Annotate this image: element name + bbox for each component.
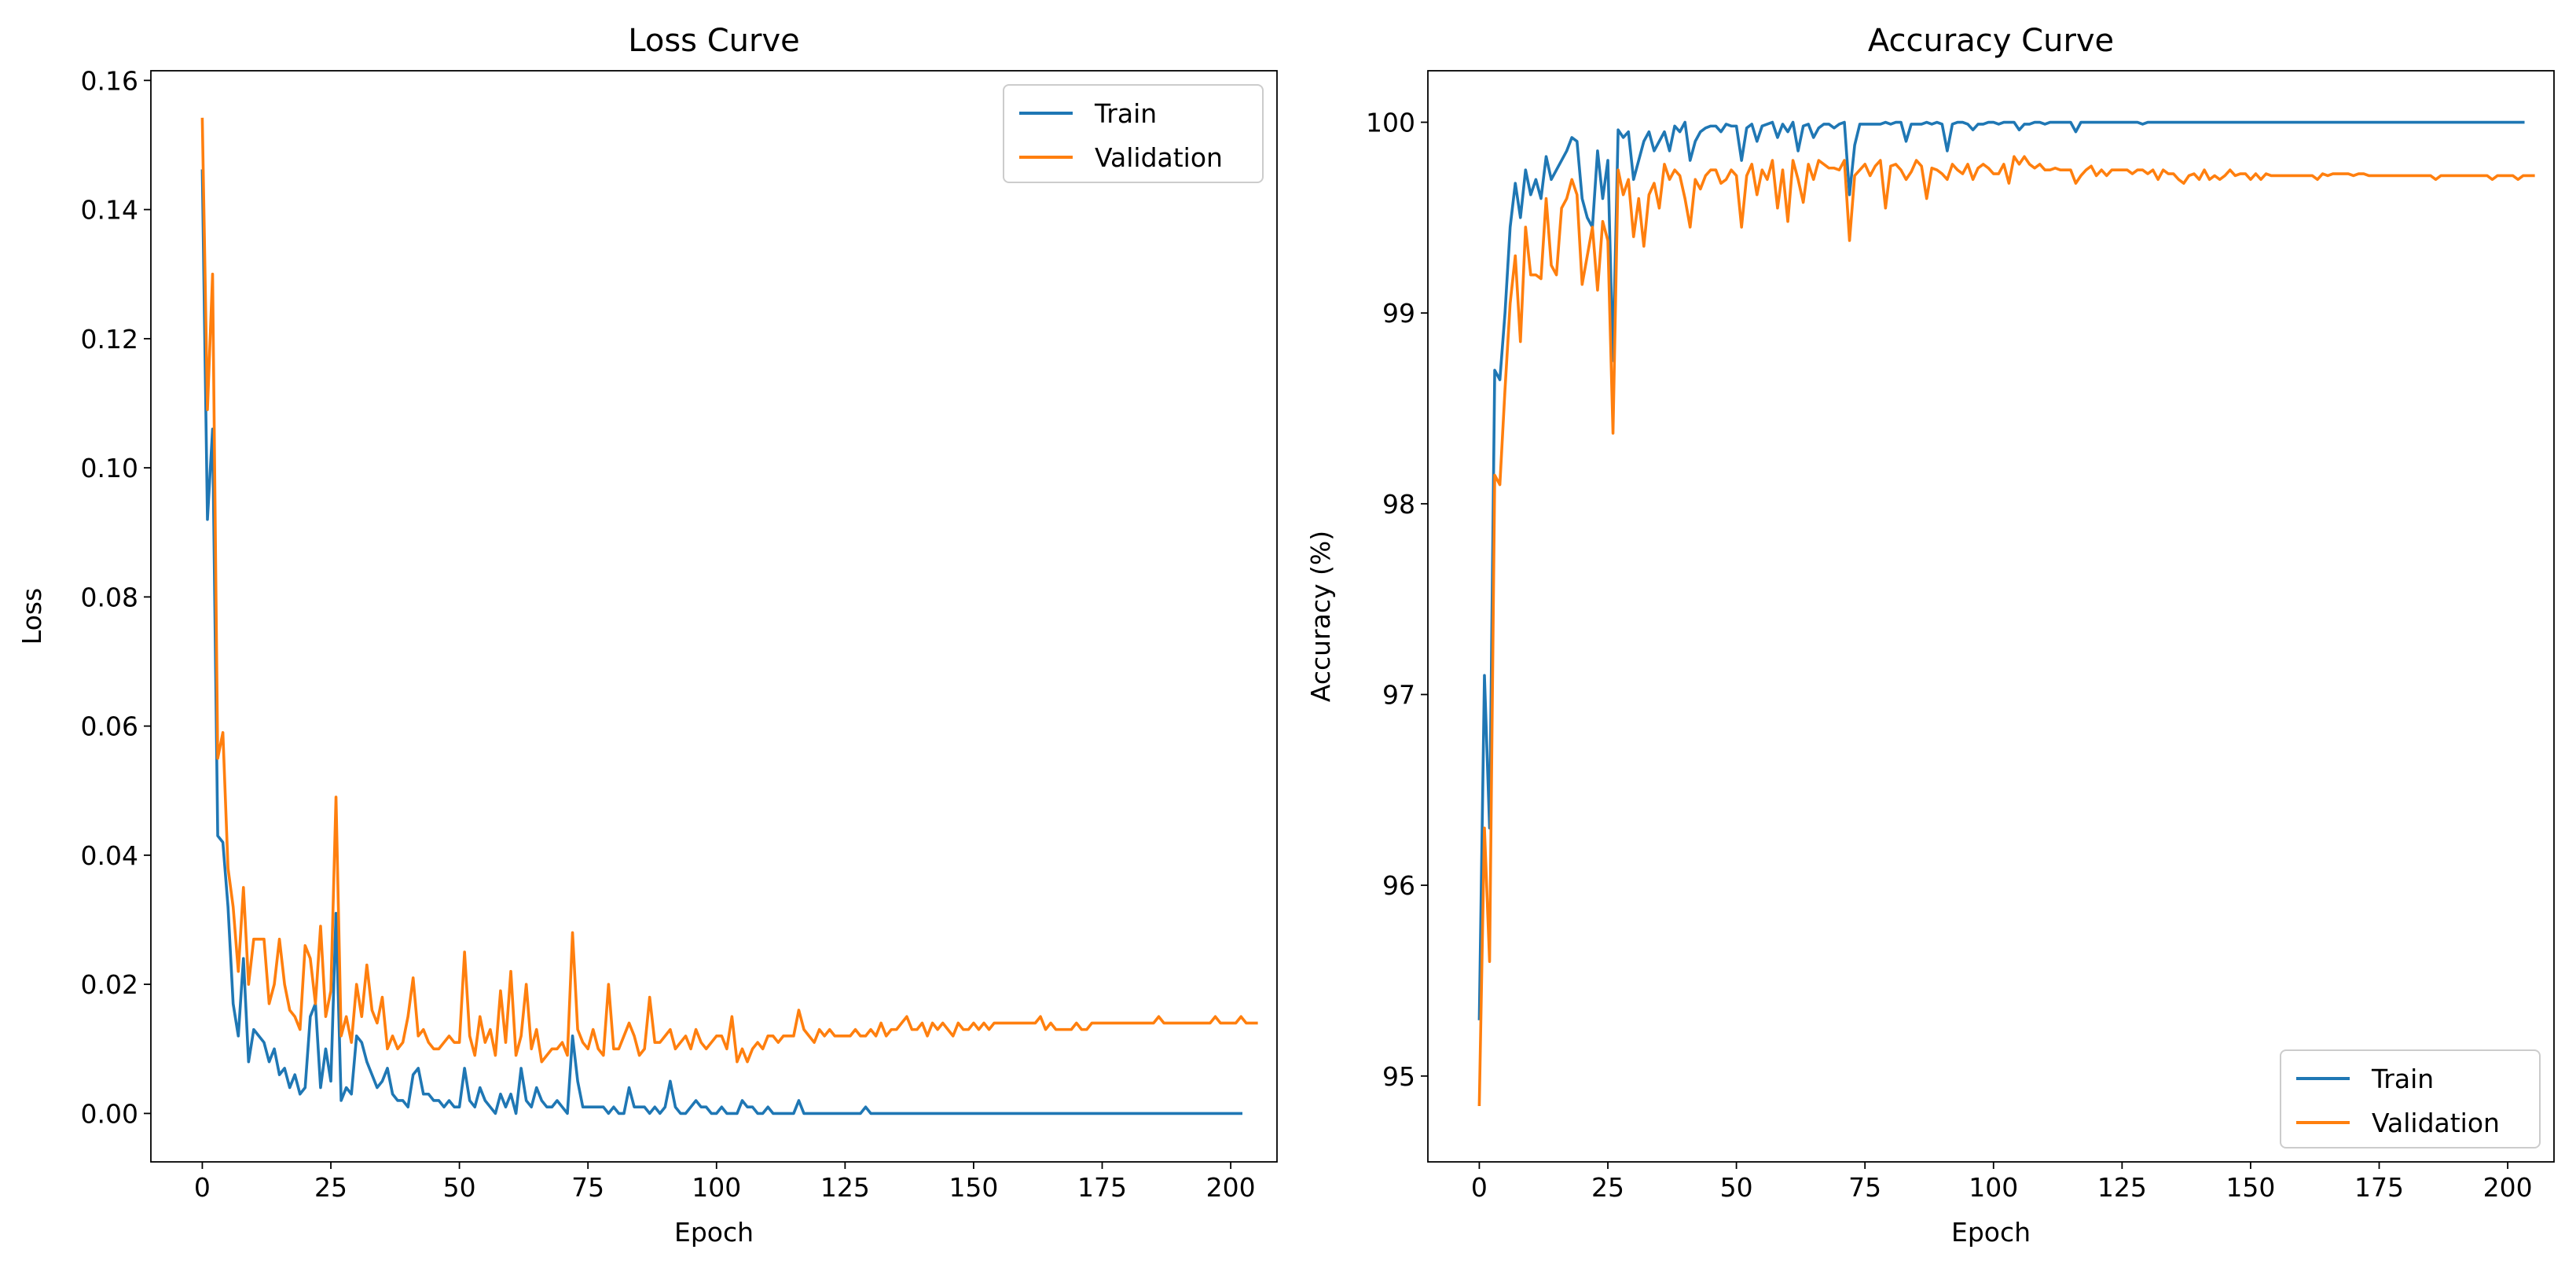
- y-tick-label: 96: [1382, 870, 1415, 901]
- y-tick-label: 0.14: [81, 195, 138, 226]
- loss-chart: 0 25 50 75 100 125 150 175 200 0.00 0.02 0.04 0.06 0.…: [17, 23, 1278, 1248]
- y-tick-label: 0.10: [81, 453, 138, 483]
- series-line-validation: [200, 117, 1258, 1064]
- legend: Train Validation: [1003, 84, 1264, 183]
- series-line-validation: [1477, 155, 2535, 1107]
- x-axis-label: Epoch: [674, 1217, 754, 1248]
- x-tick-label: 125: [820, 1172, 870, 1203]
- y-tick-label: 95: [1382, 1061, 1415, 1092]
- legend-label-train: Train: [2371, 1064, 2434, 1094]
- chart-title: Loss Curve: [628, 23, 799, 59]
- legend-label-validation: Validation: [1095, 142, 1223, 173]
- x-tick-label: 50: [443, 1172, 476, 1203]
- x-tick-label: 150: [2226, 1172, 2275, 1203]
- series-line-train: [200, 169, 1242, 1115]
- x-tick-label: 175: [2354, 1172, 2404, 1203]
- y-tick-label: 0.00: [81, 1098, 138, 1129]
- x-tick-label: 0: [194, 1172, 211, 1203]
- y-tick-label: 99: [1382, 298, 1415, 329]
- x-tick-label: 100: [692, 1172, 741, 1203]
- x-tick-label: 175: [1077, 1172, 1127, 1203]
- legend-label-validation: Validation: [2372, 1108, 2500, 1138]
- axes-frame: [1427, 70, 2555, 1163]
- y-tick-label: 98: [1382, 489, 1415, 520]
- y-tick-label: 97: [1382, 679, 1415, 710]
- y-tick-label: 0.12: [81, 324, 138, 355]
- x-tick-label: 25: [314, 1172, 347, 1203]
- chart-title: Accuracy Curve: [1868, 23, 2114, 59]
- legend: Train Validation: [2280, 1049, 2541, 1149]
- x-tick-label: 125: [2097, 1172, 2147, 1203]
- x-tick-label: 75: [1848, 1172, 1881, 1203]
- y-tick-label: 0.04: [81, 840, 138, 871]
- y-axis-label: Loss: [17, 588, 47, 645]
- y-tick-label: 0.06: [81, 711, 138, 742]
- plot-area: [1477, 120, 2535, 1107]
- y-axis-label: Accuracy (%): [1305, 531, 1336, 702]
- x-tick-label: 200: [1206, 1172, 1256, 1203]
- series-line-train: [1477, 120, 2525, 1020]
- x-tick-label: 0: [1471, 1172, 1488, 1203]
- y-tick-label: 0.08: [81, 582, 138, 612]
- y-tick-label: 100: [1366, 108, 1415, 138]
- y-tick-label: 0.16: [81, 65, 138, 96]
- x-tick-label: 150: [949, 1172, 998, 1203]
- x-tick-label: 100: [1969, 1172, 2018, 1203]
- y-tick-label: 0.02: [81, 969, 138, 1000]
- axes-frame: [150, 70, 1278, 1163]
- legend-label-train: Train: [1094, 98, 1157, 129]
- x-axis-label: Epoch: [1951, 1217, 2031, 1248]
- x-tick-label: 200: [2483, 1172, 2533, 1203]
- x-tick-label: 75: [571, 1172, 604, 1203]
- plot-area: [200, 117, 1258, 1115]
- x-tick-label: 50: [1720, 1172, 1753, 1203]
- accuracy-chart: 0 25 50 75 100 125 150 175 200 95 96 97 98 99 100 Accur…: [1305, 23, 2555, 1248]
- x-tick-label: 25: [1591, 1172, 1624, 1203]
